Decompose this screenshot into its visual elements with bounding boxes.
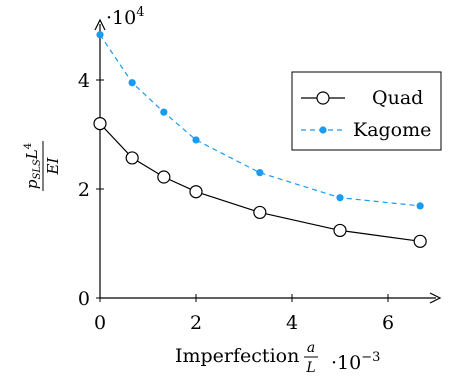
x-axis-scale-base: ·10 xyxy=(331,352,361,374)
y-tick-label: 4 xyxy=(78,70,90,92)
y-axis-label-l: L xyxy=(23,149,41,160)
y-axis-arrowhead xyxy=(94,18,106,31)
x-ticks: 0 2 4 6 xyxy=(94,294,394,334)
legend-box xyxy=(291,71,442,151)
y-tick-label: 2 xyxy=(78,179,90,201)
legend-label-quad: Quad xyxy=(372,87,423,109)
y-axis-label-numerator: pSLSL4 xyxy=(23,143,43,189)
x-tick-label: 0 xyxy=(94,312,106,334)
legend-swatch-marker-kagome xyxy=(319,126,327,134)
y-tick-label: 0 xyxy=(78,288,90,310)
data-point-kagome xyxy=(256,169,264,177)
y-axis-label-denominator: EI xyxy=(44,156,62,175)
data-point-kagome xyxy=(128,79,136,87)
data-point-kagome xyxy=(336,194,344,202)
legend: Quad Kagome xyxy=(291,71,442,151)
x-axis-arrowhead xyxy=(429,292,442,304)
data-point-quad xyxy=(125,151,139,165)
data-point-kagome xyxy=(416,202,424,210)
y-axis-scale-label: ·104 xyxy=(106,5,145,29)
y-axis-label-p: p xyxy=(23,179,41,189)
data-point-quad xyxy=(93,116,107,131)
series-layer xyxy=(93,31,427,248)
data-point-kagome xyxy=(192,136,200,144)
data-point-kagome xyxy=(160,108,168,116)
data-point-kagome xyxy=(96,31,104,39)
y-axis-scale-base: ·10 xyxy=(106,7,136,29)
y-ticks: 0 2 4 xyxy=(78,70,104,310)
data-point-quad xyxy=(253,205,267,220)
y-axis-label-exponent: 4 xyxy=(23,143,34,149)
y-axis-scale-exponent: 4 xyxy=(136,5,144,20)
data-point-quad xyxy=(189,185,203,199)
x-axis-scale-label: ·10−3 xyxy=(331,350,380,374)
x-axis-label-fraction-numerator: a xyxy=(307,340,315,356)
x-axis-label-text: Imperfection xyxy=(175,345,299,367)
x-tick-label: 2 xyxy=(190,312,202,334)
data-point-quad xyxy=(157,170,171,184)
x-axis-scale-exponent: −3 xyxy=(361,350,380,365)
y-axis-label-subscript: SLS xyxy=(32,159,43,179)
x-tick-label: 6 xyxy=(382,312,394,334)
axes xyxy=(94,18,442,304)
data-point-quad xyxy=(333,223,347,238)
legend-label-kagome: Kagome xyxy=(353,119,431,141)
legend-swatch-marker-quad xyxy=(316,91,330,105)
data-point-quad xyxy=(413,234,427,248)
x-axis-label-fraction-denominator: L xyxy=(305,360,315,376)
y-axis-label: pSLSL4 EI xyxy=(23,141,62,191)
x-axis-label: Imperfection a L ·10−3 xyxy=(175,340,380,376)
x-tick-label: 4 xyxy=(286,312,298,334)
